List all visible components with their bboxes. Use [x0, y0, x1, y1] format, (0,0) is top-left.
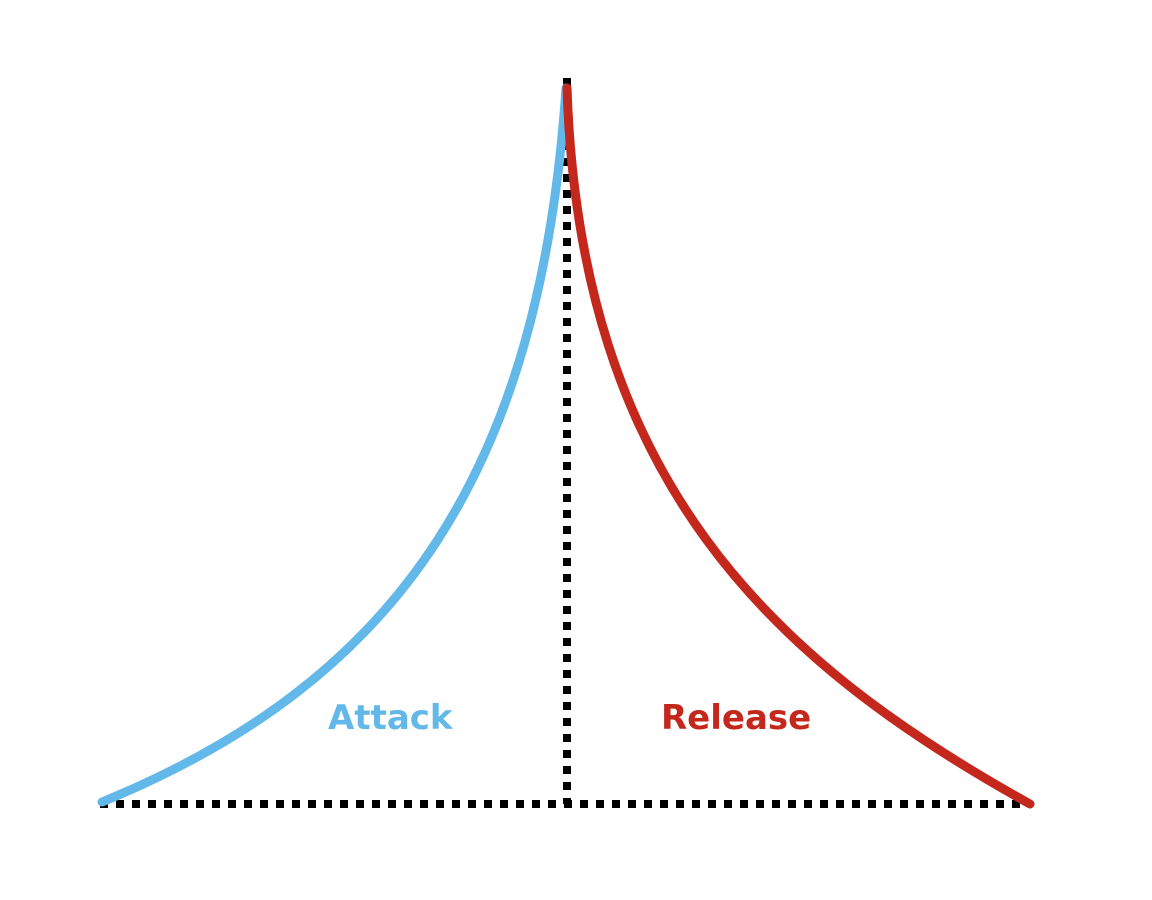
attack-label: Attack — [328, 698, 454, 738]
attack-curve — [97, 83, 571, 807]
release-label: Release — [661, 698, 811, 738]
release-curve — [562, 83, 1035, 809]
